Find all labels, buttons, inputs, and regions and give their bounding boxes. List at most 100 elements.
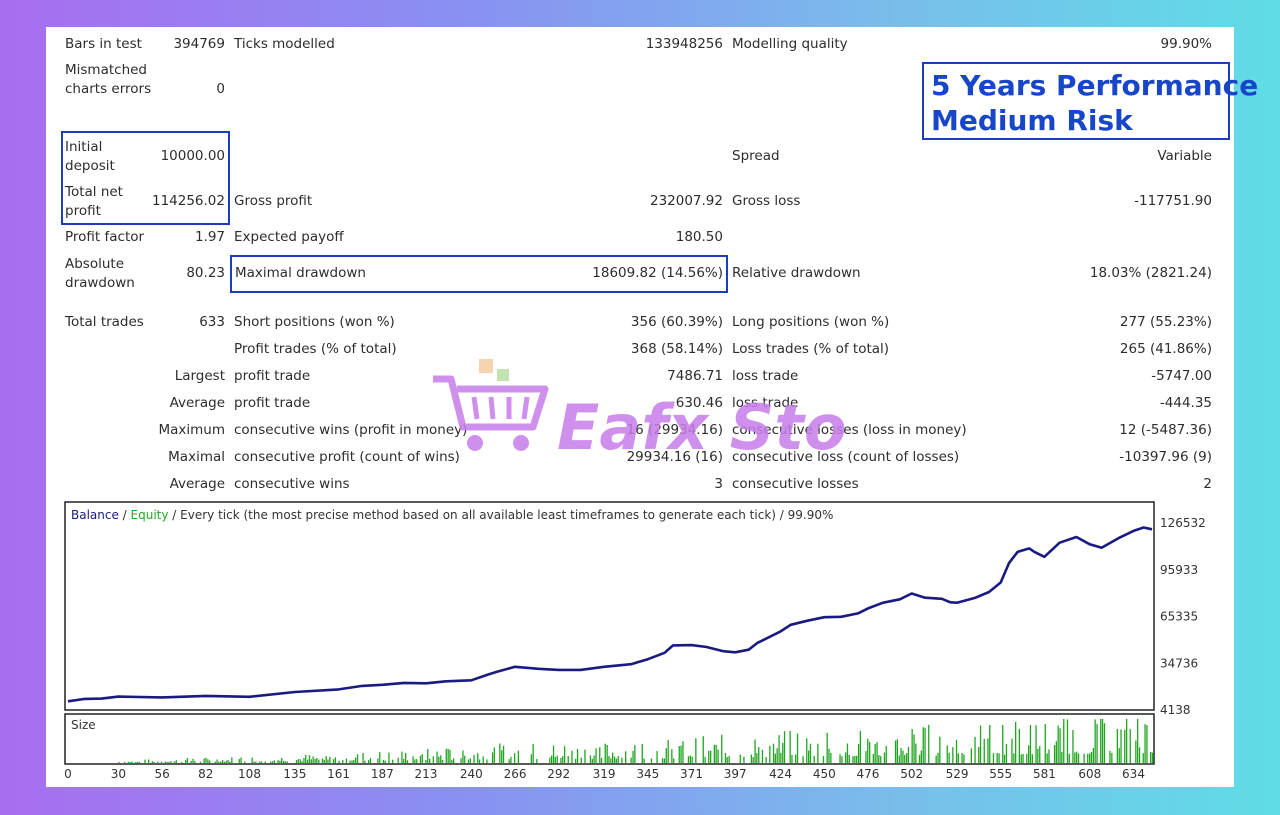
volume-bar <box>846 743 849 763</box>
volume-bar <box>1046 753 1048 763</box>
volume-bar <box>937 752 939 763</box>
volume-bar <box>530 754 532 763</box>
volume-bar <box>168 761 170 763</box>
volume-bar <box>451 759 453 763</box>
volume-bar <box>214 761 216 763</box>
total-trades-label: Total trades <box>65 314 144 330</box>
profit-factor-value: 1.97 <box>194 229 225 245</box>
volume-bar <box>974 736 976 763</box>
volume-bar <box>316 758 318 763</box>
volume-bar <box>342 760 344 763</box>
volume-bar <box>1092 748 1094 763</box>
volume-bar <box>857 744 860 763</box>
volume-bar <box>979 725 982 763</box>
volume-bar <box>401 751 403 763</box>
volume-bar <box>157 761 159 763</box>
ticks-modelled-label: Ticks modelled <box>234 36 335 52</box>
volume-bar <box>632 751 634 763</box>
x-tick-label: 555 <box>989 767 1012 781</box>
volume-bar <box>364 760 366 763</box>
total-net-profit-value: 114256.02 <box>151 193 225 209</box>
volume-bar <box>845 752 847 763</box>
volume-bar <box>445 748 447 763</box>
volume-bar <box>758 747 760 763</box>
volume-bar <box>772 743 775 763</box>
volume-bar <box>299 759 301 763</box>
volume-bar <box>1002 725 1004 763</box>
volume-bar <box>791 754 793 763</box>
volume-bar <box>955 739 958 763</box>
volume-bar <box>362 753 364 763</box>
volume-bar <box>769 745 771 763</box>
volume-bar <box>502 745 505 763</box>
volume-bar <box>1055 741 1057 763</box>
volume-bar <box>830 752 832 763</box>
volume-bar <box>576 749 579 763</box>
volume-bar <box>467 759 470 763</box>
x-tick-label: 608 <box>1078 767 1101 781</box>
volume-bar <box>952 747 954 763</box>
volume-bar <box>957 753 959 763</box>
volume-bar <box>216 759 218 763</box>
volume-bar <box>661 758 664 763</box>
volume-bar <box>1005 743 1008 763</box>
volume-bar <box>1118 748 1120 763</box>
volume-bar <box>231 757 233 763</box>
x-tick-label: 0 <box>64 767 72 781</box>
x-tick-label: 30 <box>111 767 126 781</box>
volume-bar <box>717 749 719 763</box>
volume-bar <box>238 759 240 763</box>
x-axis: 0 30 56 82 108 135 161 187 213 240 266 292 319 345 371… <box>64 767 1145 781</box>
volume-bar <box>355 757 357 763</box>
volume-bar <box>663 758 666 763</box>
volume-bar <box>464 755 466 763</box>
volume-bar <box>438 756 440 763</box>
average-consec-profit-label: consecutive wins <box>234 476 350 492</box>
volume-bar <box>828 748 830 763</box>
volume-bar <box>190 760 192 763</box>
volume-bar <box>876 742 878 763</box>
volume-bar <box>673 758 675 763</box>
average-consec-prefix: Average <box>169 476 225 492</box>
volume-bar <box>532 744 534 763</box>
x-tick-label: 581 <box>1033 767 1056 781</box>
volume-bar <box>822 756 825 763</box>
legend-equity: Equity <box>131 508 169 522</box>
volume-bar <box>273 760 275 763</box>
maximum-prefix: Maximum <box>158 422 225 438</box>
volume-bar <box>441 760 444 763</box>
volume-bar <box>1039 746 1041 763</box>
volume-bar <box>617 756 619 763</box>
x-tick-label: 502 <box>900 767 923 781</box>
volume-bar <box>251 757 253 763</box>
volume-bar <box>599 747 601 763</box>
volume-bar <box>131 761 133 763</box>
volume-bar <box>564 746 566 763</box>
volume-bar <box>1124 729 1126 763</box>
volume-bar <box>854 756 856 763</box>
spread-value: Variable <box>1157 148 1212 164</box>
volume-bar <box>918 754 921 763</box>
maximum-loss-value: 12 (-5487.36) <box>1119 422 1212 438</box>
expected-payoff-label: Expected payoff <box>234 229 344 245</box>
volume-bar <box>405 753 407 763</box>
volume-bar <box>848 754 850 763</box>
volume-bar <box>556 755 558 763</box>
volume-bar <box>839 754 841 763</box>
volume-bar <box>689 755 691 763</box>
volume-bar <box>499 743 501 763</box>
balance-line <box>67 526 1153 703</box>
volume-bar <box>221 760 224 763</box>
volume-bar <box>756 753 758 763</box>
volume-bar <box>789 731 791 763</box>
volume-bar <box>1013 753 1015 763</box>
average-loss-label: loss trade <box>732 395 799 411</box>
volume-label: Size <box>71 718 96 732</box>
volume-bar <box>935 755 937 763</box>
volume-bar <box>307 759 309 763</box>
volume-bar <box>203 758 205 763</box>
bars-in-test-label: Bars in test <box>65 36 142 52</box>
volume-bar <box>1111 752 1113 763</box>
total-net-profit-label: Total net profit <box>65 184 123 219</box>
volume-bar <box>1044 724 1046 763</box>
